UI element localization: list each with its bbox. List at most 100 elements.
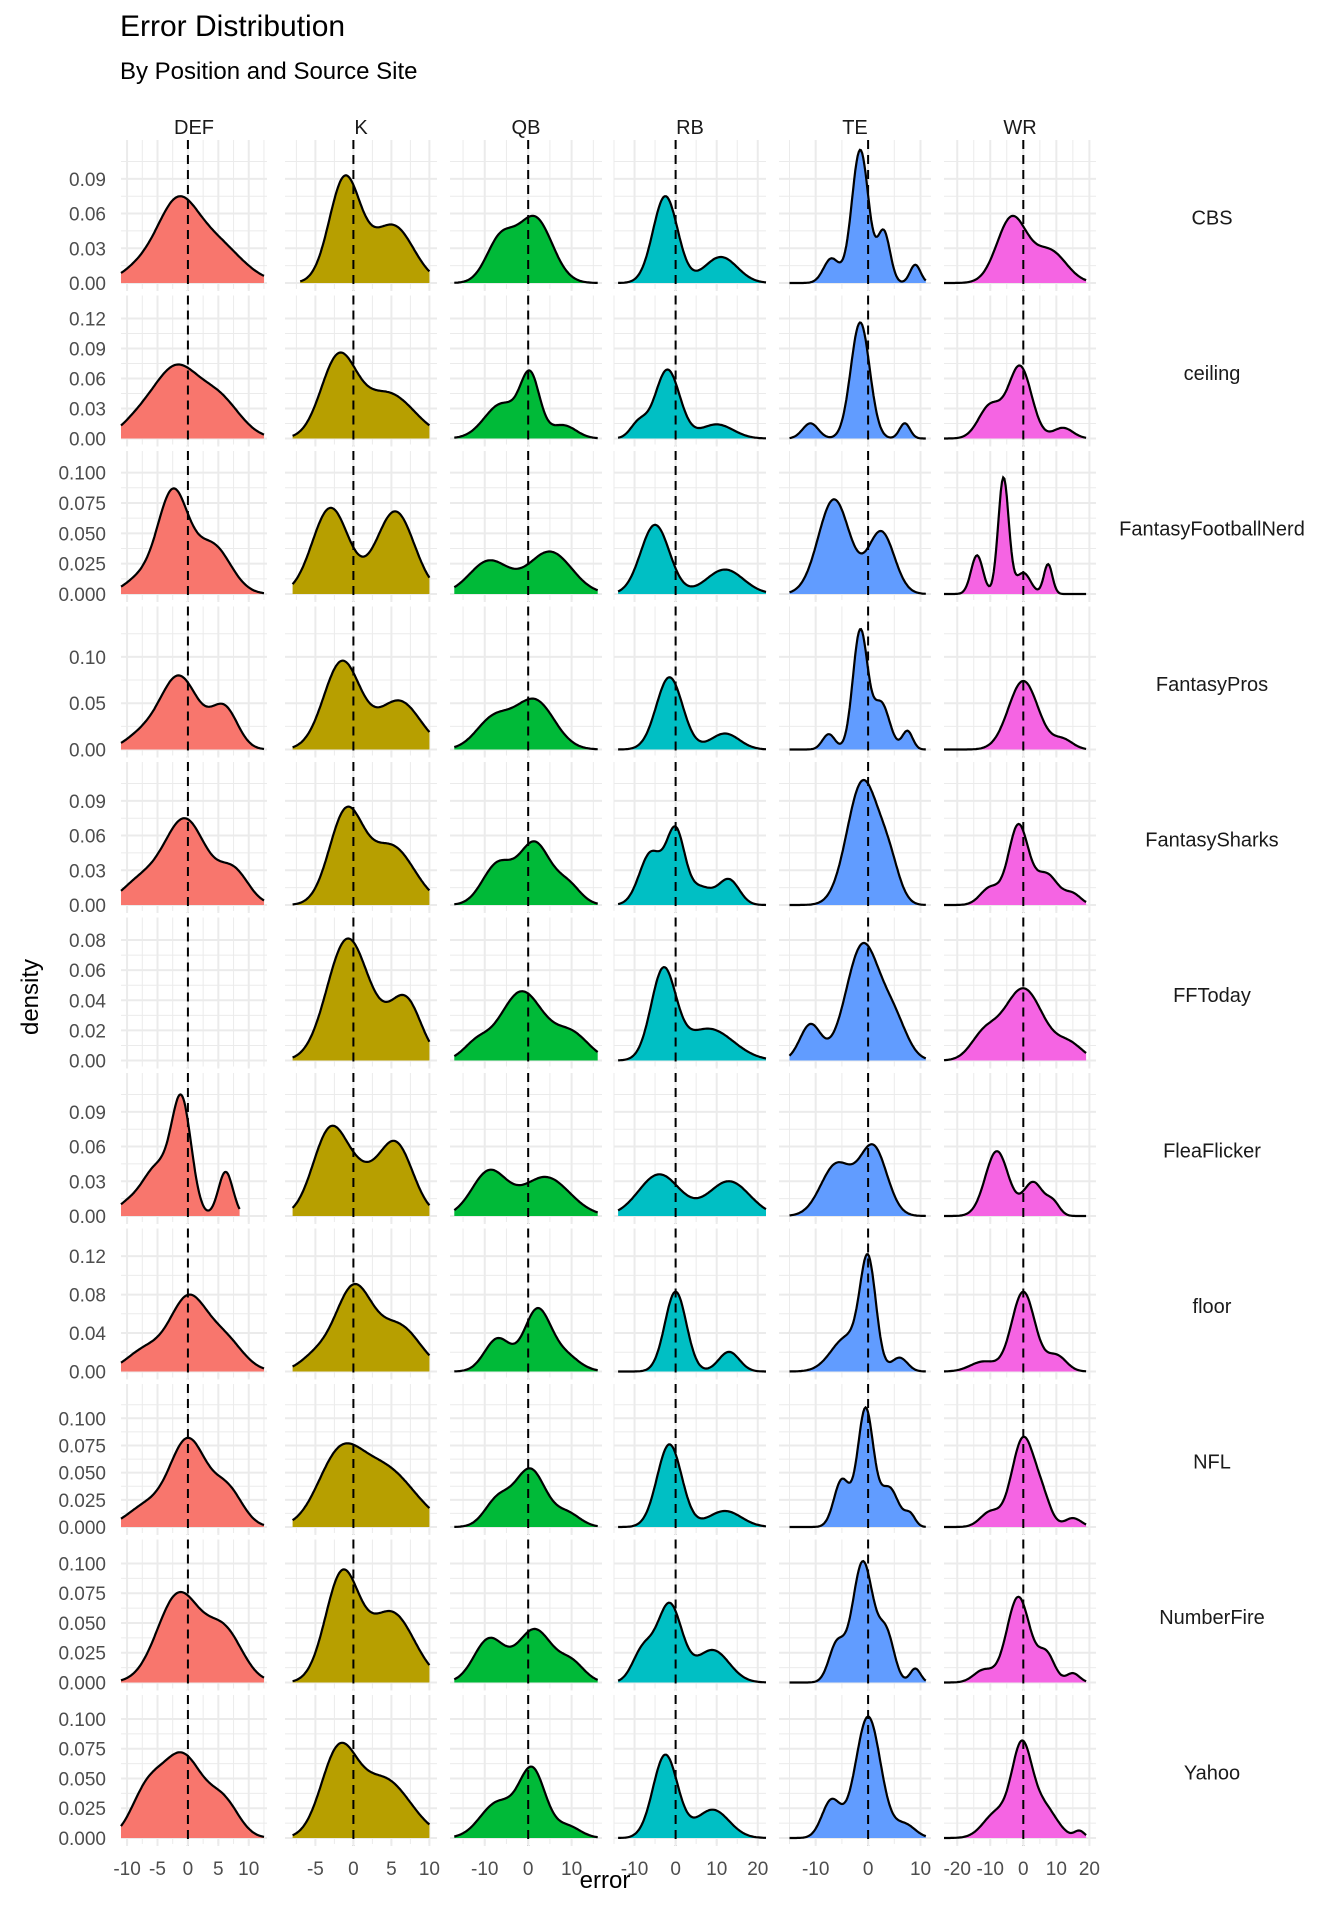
- x-tick-label: 0: [523, 1859, 534, 1880]
- density-area-fantasyfootballnerd-te: [789, 499, 926, 594]
- density-area-fleaflicker-te: [789, 1144, 926, 1216]
- panel-numberfire-def: [120, 1539, 267, 1691]
- panel-fftoday-k: [285, 917, 437, 1069]
- y-tick-label: 0.00: [69, 274, 106, 295]
- panel-fantasyfootballnerd-qb: [450, 451, 602, 602]
- density-line-yahoo-te: [789, 1715, 927, 1840]
- x-tick-label: -10: [113, 1859, 140, 1880]
- panel-ceiling-rb: [613, 295, 766, 447]
- panel-fantasyfootballnerd-k: [285, 451, 437, 602]
- x-tick-label: 0: [1018, 1859, 1029, 1880]
- density-area-fftoday-wr: [944, 988, 1087, 1061]
- panel-cbs-qb: [450, 140, 602, 291]
- density-area-ceiling-wr: [944, 365, 1087, 439]
- panel-fantasysharks-wr: [944, 762, 1096, 913]
- density-line-ceiling-def: [120, 363, 265, 436]
- panel-fleaflicker-wr: [944, 1073, 1096, 1224]
- density-area-ceiling-te: [789, 322, 926, 439]
- panel-fleaflicker-qb: [450, 1073, 602, 1224]
- y-tick-label: 0.06: [69, 961, 106, 982]
- panel-cbs-wr: [944, 140, 1096, 291]
- y-tick-label: 0.100: [58, 1710, 106, 1731]
- density-area-fantasysharks-qb: [454, 841, 598, 905]
- y-tick-label: 0.06: [69, 827, 106, 848]
- panel-yahoo-k: [285, 1695, 437, 1846]
- density-area-floor-k: [292, 1284, 430, 1372]
- panel-fantasyfootballnerd-te: [779, 451, 931, 602]
- panel-floor-def: [120, 1228, 267, 1380]
- row-strip-fantasypros: FantasyPros: [1156, 674, 1268, 696]
- density-line-cbs-rb: [618, 195, 767, 284]
- x-tick-label: 10: [561, 1859, 582, 1880]
- density-area-fantasyfootballnerd-k: [292, 507, 430, 594]
- panel-fantasysharks-def: [120, 762, 267, 913]
- panel-ceiling-k: [285, 295, 437, 447]
- density-area-numberfire-rb: [618, 1602, 766, 1683]
- panel-ceiling-qb: [450, 295, 602, 447]
- density-line-floor-wr: [944, 1290, 1087, 1373]
- y-tick-label: 0.08: [69, 931, 106, 952]
- x-axis-title: error: [580, 1867, 631, 1894]
- density-line-floor-def: [120, 1293, 265, 1370]
- density-line-fftoday-rb: [618, 965, 767, 1062]
- density-area-nfl-qb: [454, 1468, 598, 1527]
- y-tick-label: 0.03: [69, 400, 106, 421]
- y-tick-label: 0.04: [69, 991, 106, 1012]
- y-tick-label: 0.06: [69, 370, 106, 391]
- panel-nfl-def: [120, 1384, 267, 1535]
- row-strip-ceiling: ceiling: [1184, 363, 1241, 385]
- y-tick-label: 0.10: [69, 648, 106, 669]
- y-tick-label: 0.03: [69, 1172, 106, 1193]
- density-area-fantasysharks-te: [789, 780, 926, 905]
- y-tick-label: 0.075: [58, 1436, 106, 1457]
- y-tick-label: 0.050: [58, 1614, 106, 1635]
- density-line-cbs-def: [120, 195, 265, 277]
- x-tick-label: 20: [1079, 1859, 1100, 1880]
- density-line-fftoday-qb: [453, 990, 599, 1058]
- row-strip-fantasyfootballnerd: FantasyFootballNerd: [1119, 519, 1305, 541]
- density-area-numberfire-k: [292, 1569, 430, 1683]
- y-tick-label: 0.09: [69, 792, 106, 813]
- density-line-nfl-k: [291, 1442, 431, 1522]
- chart-subtitle: By Position and Source Site: [120, 58, 418, 85]
- density-area-fftoday-k: [292, 938, 430, 1061]
- y-tick-label: 0.03: [69, 861, 106, 882]
- x-tick-label: -5: [149, 1859, 166, 1880]
- x-tick-label: 5: [386, 1859, 397, 1880]
- panel-fantasysharks-qb: [450, 762, 602, 913]
- y-tick-label: 0.08: [69, 1286, 106, 1307]
- panel-fftoday-wr: [943, 917, 1096, 1069]
- density-line-fleaflicker-te: [789, 1143, 926, 1218]
- x-tick-label: 0: [670, 1859, 681, 1880]
- y-tick-label: 0.050: [58, 524, 106, 545]
- x-tick-label: -10: [977, 1859, 1004, 1880]
- density-line-fantasypros-qb: [453, 697, 598, 751]
- density-line-floor-rb: [618, 1290, 766, 1373]
- density-area-fantasysharks-wr: [944, 824, 1087, 905]
- panel-fftoday-te: [779, 917, 931, 1069]
- panel-ceiling-def: [120, 295, 267, 447]
- y-tick-label: 0.00: [69, 1207, 106, 1228]
- density-line-fantasysharks-k: [292, 805, 431, 906]
- x-tick-label: -20: [943, 1859, 970, 1880]
- density-line-fantasysharks-rb: [617, 825, 767, 907]
- density-line-fantasysharks-te: [789, 778, 926, 907]
- panel-nfl-k: [285, 1384, 437, 1535]
- density-area-nfl-te: [789, 1407, 926, 1527]
- density-area-fantasypros-rb: [618, 677, 766, 750]
- y-tick-label: 0.04: [69, 1324, 106, 1345]
- panel-fleaflicker-k: [285, 1073, 437, 1224]
- strip-labels-layer: DEF K QB RB TE WR CBS ceiling FantasyFootballNer…: [174, 117, 1305, 1785]
- panel-fantasypros-wr: [944, 606, 1096, 758]
- density-line-fleaflicker-def: [120, 1093, 241, 1212]
- density-area-fantasyfootballnerd-qb: [454, 551, 598, 594]
- density-area-fantasypros-def: [121, 675, 264, 750]
- density-line-fantasyfootballnerd-qb: [453, 550, 599, 592]
- density-area-fantasyfootballnerd-rb: [618, 524, 766, 594]
- density-line-numberfire-k: [292, 1568, 431, 1683]
- density-area-floor-wr: [944, 1291, 1087, 1372]
- y-tick-label: 0.100: [58, 464, 106, 485]
- density-line-fantasyfootballnerd-wr: [944, 475, 1087, 596]
- y-tick-label: 0.00: [69, 1363, 106, 1384]
